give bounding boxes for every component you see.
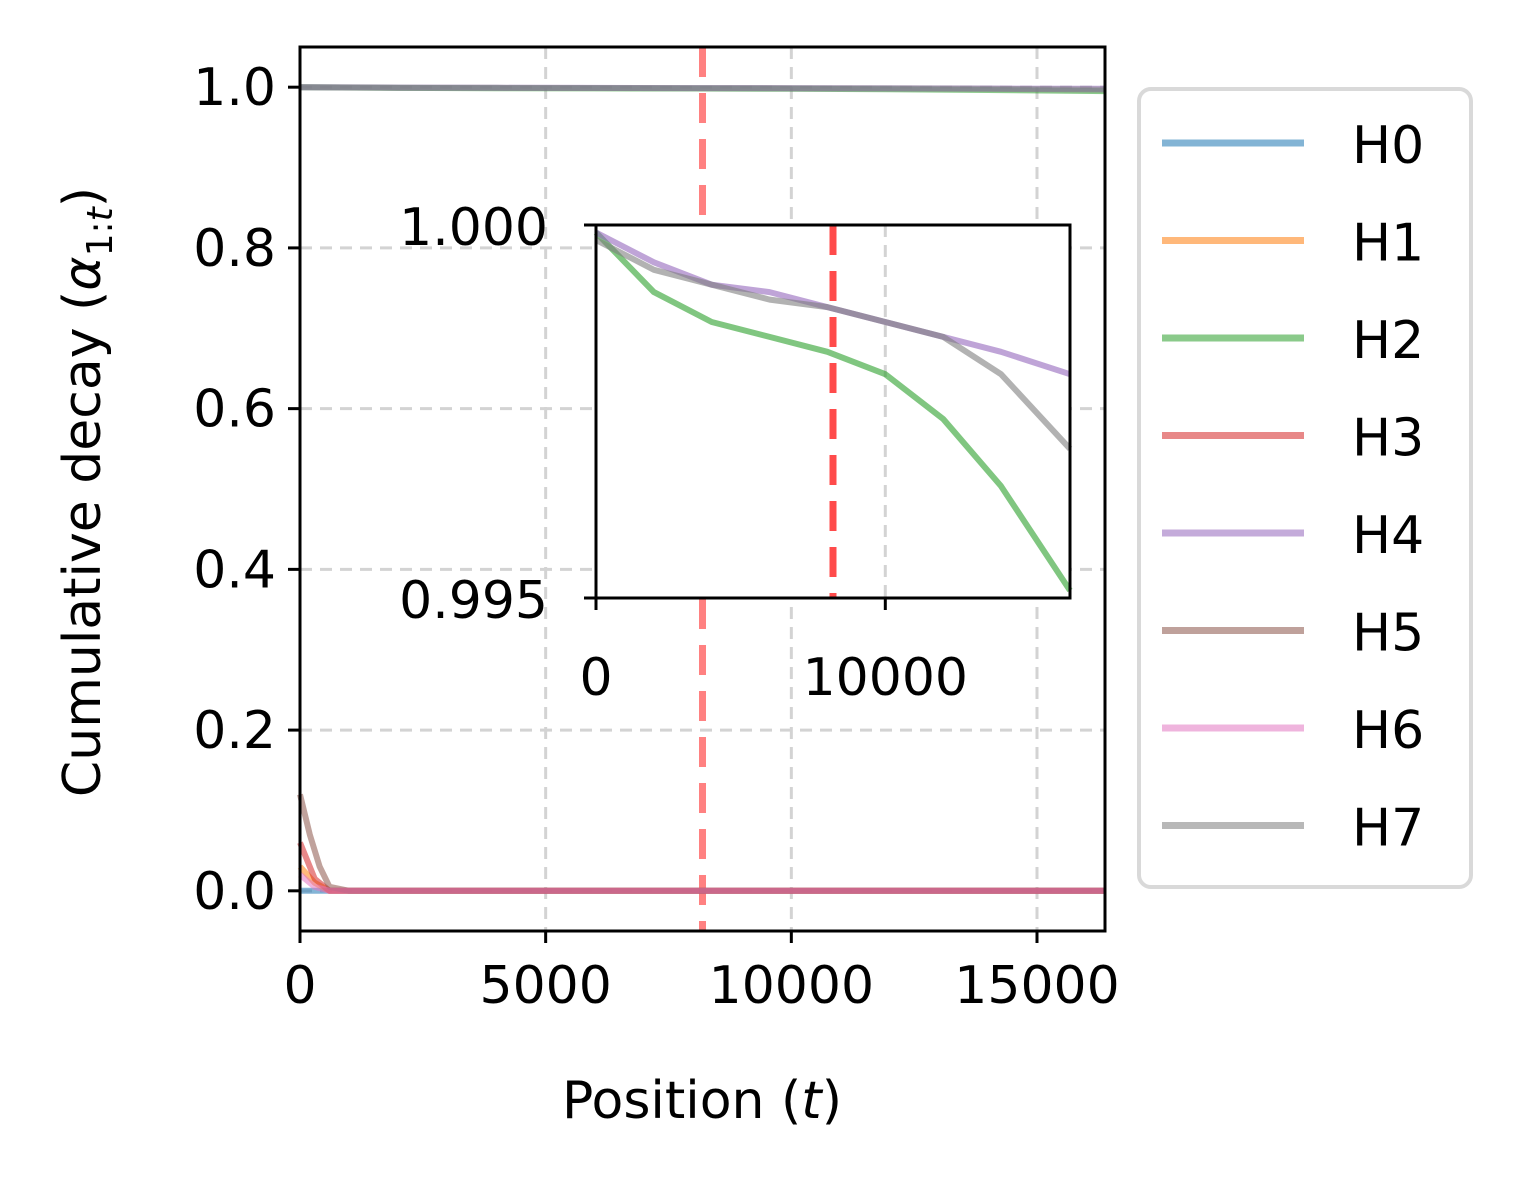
- inset-series-line-h7: [594, 237, 1073, 451]
- x-tick-label: 10000: [709, 956, 874, 1016]
- legend-label-h4: H4: [1352, 506, 1424, 566]
- legend-items: H0 H1 H2 H3 H4 H5 H6 H7: [1162, 116, 1424, 859]
- legend-label-h6: H6: [1352, 701, 1424, 761]
- legend-label-h1: H1: [1352, 214, 1424, 274]
- y-tick-label: 0.6: [193, 380, 276, 440]
- y-tick-label: 0.0: [193, 862, 276, 922]
- inset-plot-frame: [594, 223, 1072, 600]
- main-series: [297, 84, 1106, 894]
- series-line-h7: [299, 84, 1106, 93]
- legend-box: [1137, 87, 1473, 889]
- x-tick-label: 5000: [479, 956, 611, 1016]
- x-tick-label: 15000: [954, 956, 1119, 1016]
- legend-label-h0: H0: [1352, 116, 1424, 176]
- main-plot-frame: [298, 45, 1107, 933]
- inset-y-tick-label: 0.995: [399, 571, 548, 631]
- x-axis-label: Position (t): [562, 1071, 842, 1131]
- legend-label-h7: H7: [1352, 799, 1424, 859]
- inset-x-tick-label: 10000: [803, 648, 968, 708]
- y-tick-label: 0.4: [193, 540, 276, 600]
- main-y-ticks: 0.0 0.2 0.4 0.6 0.8 1.0: [193, 58, 300, 922]
- legend-label-h2: H2: [1352, 311, 1424, 371]
- y-tick-label: 0.2: [193, 701, 276, 761]
- series-line-h6: [298, 872, 1105, 894]
- inset-series: [593, 229, 1073, 593]
- y-tick-label: 1.0: [193, 58, 276, 118]
- inset-x-ticks: 0 10000: [579, 598, 968, 708]
- x-tick-label: 0: [283, 956, 316, 1016]
- inset-y-ticks: 0.995 1.000: [399, 198, 596, 631]
- inset-chart: 0 10000 0.995 1.000: [399, 198, 1073, 708]
- main-x-ticks: 0 5000 10000 15000: [283, 931, 1120, 1016]
- y-tick-label: 0.8: [193, 219, 276, 279]
- inset-y-tick-label: 1.000: [399, 198, 548, 258]
- legend-label-h3: H3: [1352, 409, 1424, 469]
- y-axis-label: Cumulative decay (α1:t): [53, 187, 121, 797]
- legend-label-h5: H5: [1352, 604, 1424, 664]
- inset-x-tick-label: 0: [579, 648, 612, 708]
- inset-series-line-h2: [593, 230, 1073, 593]
- legend: H0 H1 H2 H3 H4 H5 H6 H7: [1137, 87, 1473, 889]
